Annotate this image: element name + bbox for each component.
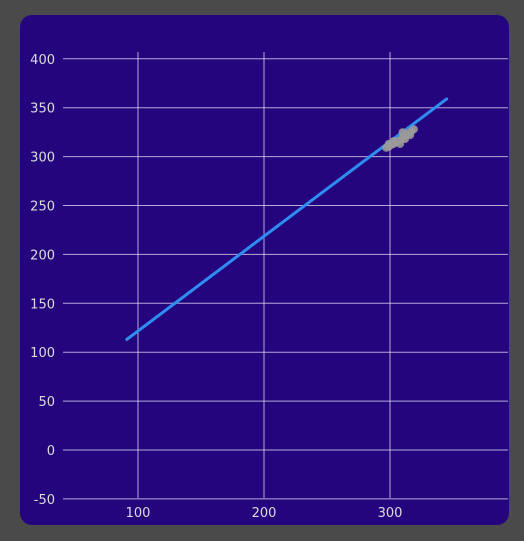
y-tick-label: 50 xyxy=(38,395,55,410)
scatter-point xyxy=(409,125,418,134)
y-tick-labels: -50 0 50 100 150 200 250 300 350 400 xyxy=(30,53,55,508)
x-tick-label: 300 xyxy=(378,506,403,521)
scatter-point xyxy=(396,139,405,148)
y-tick-label: 100 xyxy=(30,346,55,361)
scatter-point xyxy=(389,137,398,145)
y-tick-label: -50 xyxy=(34,493,55,508)
y-tick-label: 400 xyxy=(30,53,55,68)
x-tick-label: 200 xyxy=(252,506,277,521)
y-tick-label: 200 xyxy=(30,248,55,263)
x-tick-labels: 100 200 300 xyxy=(126,506,403,521)
y-tick-label: 0 xyxy=(47,444,55,459)
x-tick-label: 100 xyxy=(126,506,151,521)
scatter-point xyxy=(406,131,415,140)
y-tick-label: 350 xyxy=(30,102,55,117)
scatter-point xyxy=(398,128,407,137)
series-group xyxy=(125,97,449,341)
y-tick-label: 150 xyxy=(30,297,55,312)
y-tick-label: 300 xyxy=(30,151,55,166)
y-tick-label: 250 xyxy=(30,200,55,215)
grid-lines xyxy=(63,52,508,500)
